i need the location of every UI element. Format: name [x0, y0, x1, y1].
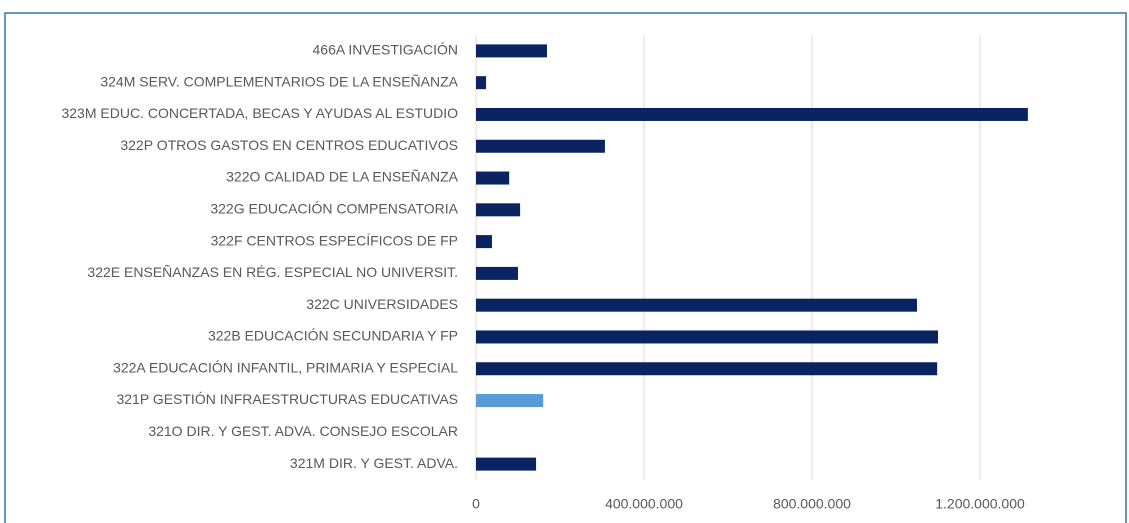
y-tick-label: 321O DIR. Y GEST. ADVA. CONSEJO ESCOLAR [148, 423, 458, 439]
y-tick-label: 466A INVESTIGACIÓN [313, 42, 459, 58]
x-tick-label: 1.200.000.000 [935, 496, 1025, 512]
y-tick-label: 321P GESTIÓN INFRAESTRUCTURAS EDUCATIVAS [116, 391, 458, 407]
y-tick-label: 322A EDUCACIÓN INFANTIL, PRIMARIA Y ESPE… [113, 359, 458, 375]
y-tick-label: 322P OTROS GASTOS EN CENTROS EDUCATIVOS [120, 137, 458, 153]
bar [476, 298, 917, 312]
bar [476, 203, 521, 217]
bar [476, 330, 938, 344]
y-tick-label: 323M EDUC. CONCERTADA, BECAS Y AYUDAS AL… [61, 105, 458, 121]
y-tick-label: 324M SERV. COMPLEMENTARIOS DE LA ENSEÑAN… [100, 73, 458, 89]
bar [476, 457, 537, 471]
y-tick-label: 322O CALIDAD DE LA ENSEÑANZA [226, 169, 459, 185]
y-tick-label: 322B EDUCACIÓN SECUNDARIA Y FP [208, 328, 458, 344]
x-tick-label: 0 [472, 496, 480, 512]
y-tick-label: 322G EDUCACIÓN COMPENSATORIA [210, 201, 458, 217]
bar [476, 76, 487, 90]
bar [476, 139, 605, 153]
bar [476, 362, 938, 376]
bar [476, 235, 492, 249]
x-tick-label: 400.000.000 [605, 496, 683, 512]
y-tick-label: 322C UNIVERSIDADES [306, 296, 458, 312]
y-tick-label: 322E ENSEÑANZAS EN RÉG. ESPECIAL NO UNIV… [87, 264, 458, 280]
frame [4, 12, 1127, 523]
x-tick-label: 800.000.000 [773, 496, 851, 512]
bar [476, 171, 510, 185]
bar [476, 266, 518, 280]
bar [476, 107, 1028, 121]
bar [476, 394, 544, 408]
bar [476, 44, 547, 58]
y-tick-label: 322F CENTROS ESPECÍFICOS DE FP [211, 232, 458, 248]
y-tick-label: 321M DIR. Y GEST. ADVA. [290, 455, 458, 471]
